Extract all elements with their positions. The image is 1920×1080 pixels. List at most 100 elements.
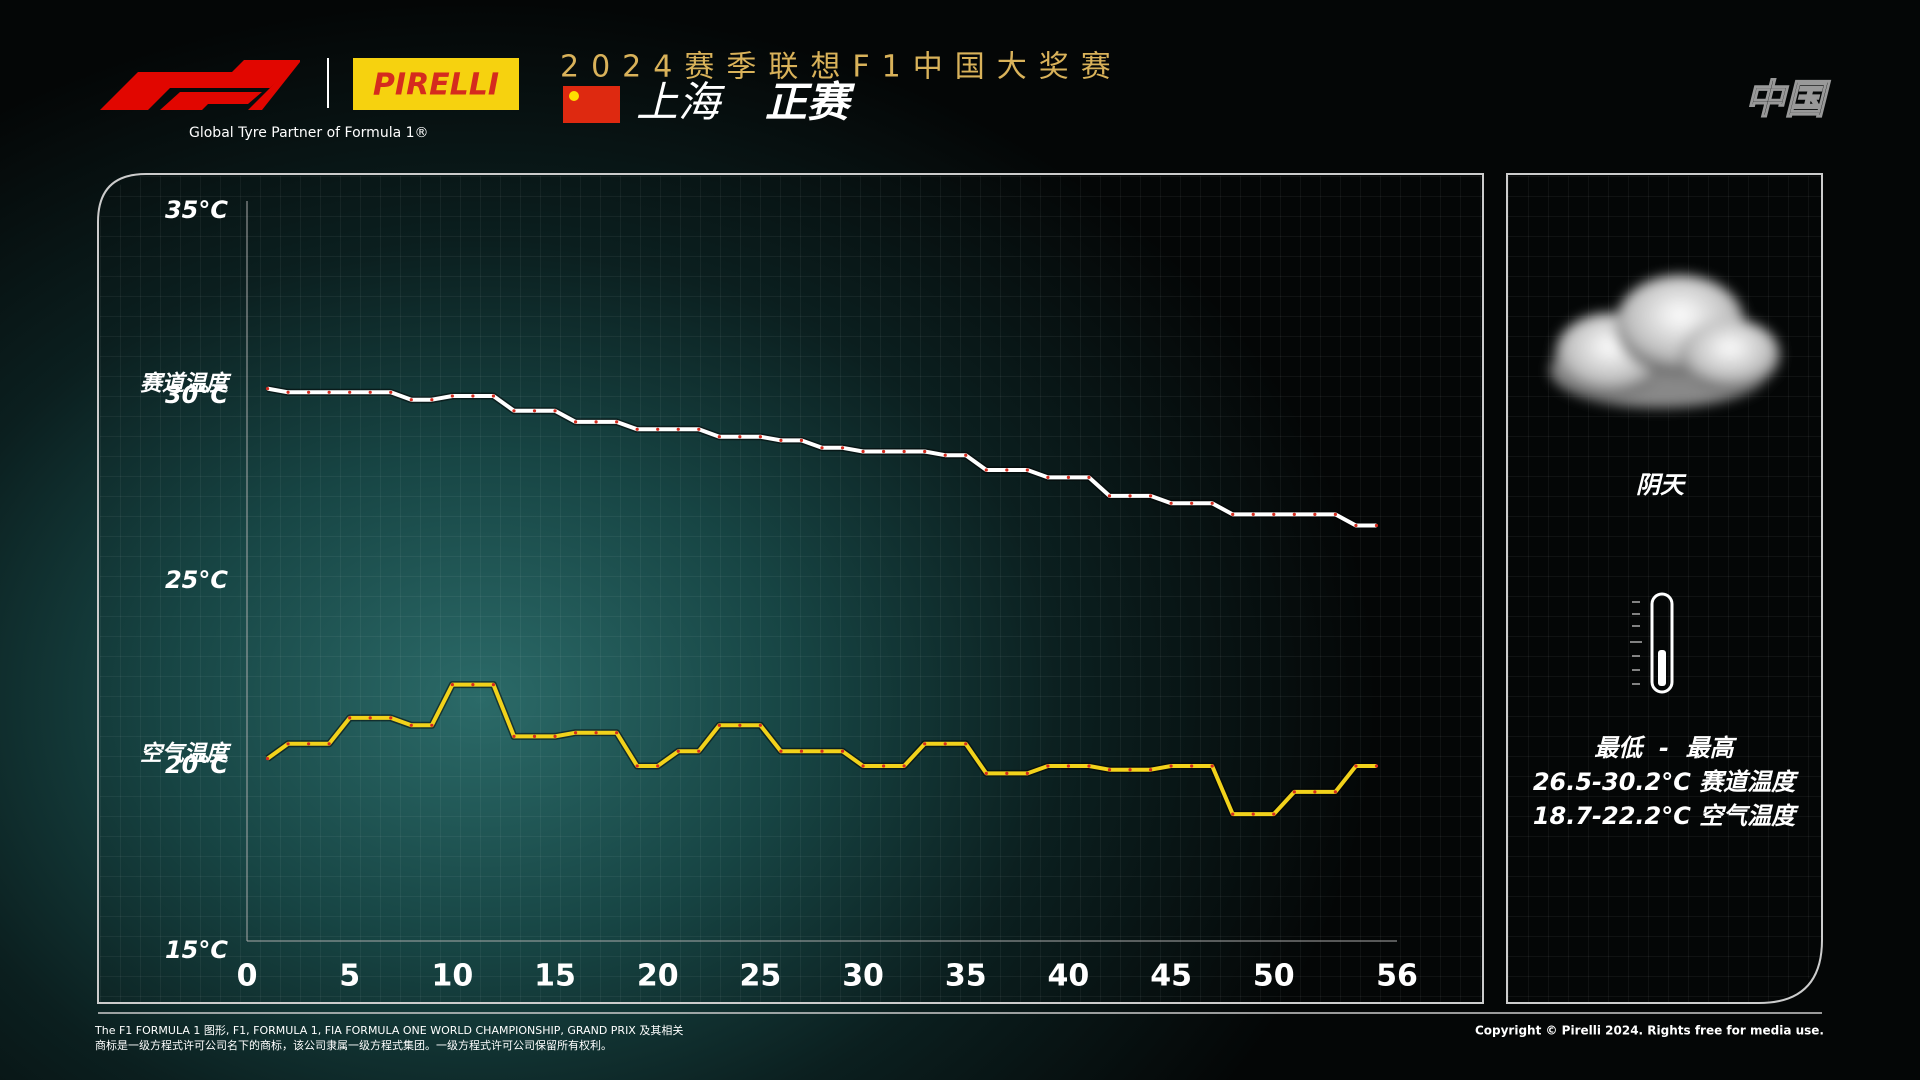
data-point <box>840 446 845 450</box>
data-point <box>1210 501 1214 505</box>
data-point <box>1354 523 1358 528</box>
data-point <box>902 449 906 454</box>
data-point <box>1292 790 1296 794</box>
data-point <box>1025 771 1029 776</box>
x-tick-label: 0 <box>237 959 258 994</box>
data-point <box>1025 468 1029 472</box>
data-point <box>1087 764 1091 768</box>
x-tick-label: 40 <box>1048 959 1090 994</box>
data-point <box>697 427 701 431</box>
data-point <box>676 749 680 753</box>
y-tick-label: 30°C <box>165 381 228 409</box>
data-point <box>697 749 701 753</box>
data-point <box>923 449 927 454</box>
f1-logo <box>100 60 300 110</box>
data-point <box>430 723 434 727</box>
data-point <box>717 435 721 439</box>
data-point <box>573 420 578 424</box>
data-point <box>1066 764 1071 768</box>
data-point <box>799 749 804 753</box>
data-point <box>1169 764 1173 768</box>
data-point <box>964 742 968 746</box>
tagline: Global Tyre Partner of Formula 1® <box>189 125 429 141</box>
data-point <box>1292 512 1296 517</box>
x-tick-label: 20 <box>637 959 679 994</box>
data-point <box>1313 790 1317 794</box>
data-point <box>491 394 496 398</box>
copyright: Copyright © Pirelli 2024. Rights free fo… <box>1475 1024 1824 1038</box>
data-point <box>1107 494 1112 498</box>
session: 正赛 <box>765 78 856 127</box>
flag <box>563 86 620 123</box>
data-point <box>450 683 454 687</box>
data-point <box>389 716 393 720</box>
data-point <box>676 427 680 431</box>
pirelli-logo <box>353 58 519 110</box>
data-point <box>307 390 311 394</box>
data-point <box>615 731 619 735</box>
data-point <box>635 764 639 768</box>
data-point <box>923 742 927 746</box>
data-point <box>265 387 270 391</box>
data-point <box>532 734 537 739</box>
data-point <box>738 435 742 439</box>
track-range: 26.5-30.2°C 赛道温度 <box>1533 768 1799 796</box>
data-point <box>779 749 783 753</box>
data-point <box>573 731 578 735</box>
data-point <box>717 723 721 727</box>
data-point <box>1354 764 1358 768</box>
air-range: 18.7-22.2°C 空气温度 <box>1533 802 1799 830</box>
data-point <box>943 453 947 457</box>
legal-text: 商标是一级方程式许可公司名下的商标，该公司隶属一级方程式集团。一级方程式许可公司… <box>95 1038 612 1052</box>
data-point <box>1251 812 1255 816</box>
x-tick-label: 50 <box>1253 959 1295 994</box>
data-point <box>348 390 352 394</box>
data-point <box>1333 512 1337 517</box>
country: 中国 <box>1745 77 1831 123</box>
data-point <box>861 764 865 768</box>
data-point <box>450 394 454 398</box>
data-point <box>1128 768 1132 772</box>
data-point <box>882 449 886 454</box>
y-tick-label: 25°C <box>165 566 228 594</box>
weather-panel <box>1506 173 1823 1004</box>
data-point <box>471 394 475 398</box>
data-point <box>1169 501 1173 505</box>
data-point <box>902 764 906 768</box>
data-point <box>964 453 968 457</box>
data-point <box>594 731 598 735</box>
y-tick-label: 20°C <box>165 751 228 779</box>
data-point <box>1148 768 1153 772</box>
data-point <box>512 409 516 413</box>
data-point <box>286 390 290 394</box>
x-tick-label: 35 <box>945 959 987 994</box>
data-point <box>327 742 331 746</box>
legal-text: The F1 FORMULA 1 图形, F1, FORMULA 1, FIA … <box>94 1023 683 1037</box>
data-point <box>1251 512 1255 517</box>
data-point <box>409 398 413 402</box>
data-point <box>512 734 516 739</box>
data-point <box>348 716 352 720</box>
data-line <box>267 386 1377 528</box>
venue: 上海 <box>636 78 726 127</box>
data-point <box>840 749 845 753</box>
data-point <box>368 390 372 394</box>
x-tick-label: 30 <box>842 959 884 994</box>
data-point <box>984 771 988 776</box>
data-point <box>1190 764 1194 768</box>
y-tick-label: 35°C <box>165 196 228 224</box>
data-point <box>1128 494 1132 498</box>
data-point <box>1190 501 1194 505</box>
data-point <box>471 683 475 687</box>
data-point <box>409 723 413 727</box>
data-point <box>594 420 598 424</box>
data-point <box>799 438 804 442</box>
data-point <box>1231 812 1235 816</box>
data-point <box>738 723 742 727</box>
data-point <box>758 435 762 439</box>
data-point <box>1005 771 1009 776</box>
range-heading: 最低 - 最高 <box>1594 734 1737 762</box>
data-point <box>1046 764 1050 768</box>
